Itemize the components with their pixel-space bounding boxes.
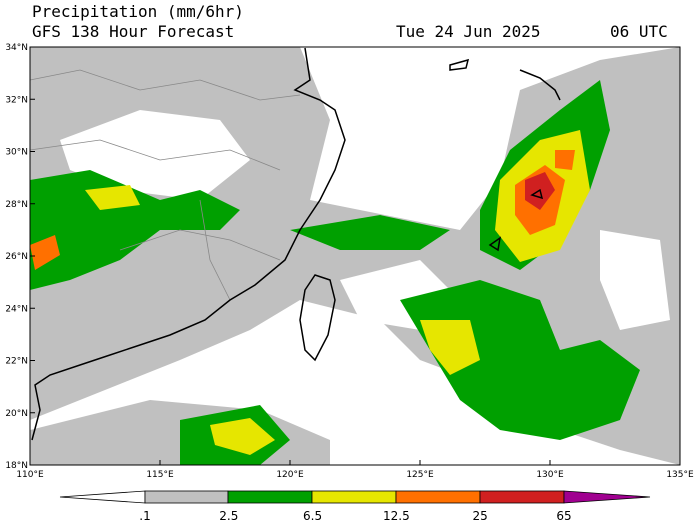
lon-label: 130°E [536,470,564,480]
lat-label: 24°N [5,304,28,314]
lon-label: 120°E [276,470,304,480]
lat-label: 30°N [5,148,28,158]
colorbar-label: 65 [556,509,571,523]
lat-label: 22°N [5,357,28,367]
precip-field [30,47,680,465]
lat-label: 20°N [5,409,28,419]
lat-label: 28°N [5,200,28,210]
lon-label: 115°E [146,470,174,480]
subtitle: GFS 138 Hour Forecast [32,22,234,41]
lon-label: 135°E [666,470,694,480]
lat-label: 26°N [5,252,28,262]
time: 06 UTC [610,22,668,41]
colorbar-label: 6.5 [303,509,322,523]
lon-label: 125°E [406,470,434,480]
colorbar-label: 12.5 [383,509,410,523]
colorbar-label: .1 [139,509,150,523]
lat-label: 34°N [5,43,28,53]
lat-label: 32°N [5,95,28,105]
colorbar-label: 2.5 [219,509,238,523]
lon-label: 110°E [16,470,44,480]
lat-label: 18°N [5,461,28,471]
colorbar [59,490,651,504]
date: Tue 24 Jun 2025 [396,22,541,41]
title: Precipitation (mm/6hr) [32,2,244,21]
colorbar-label: 25 [473,509,488,523]
